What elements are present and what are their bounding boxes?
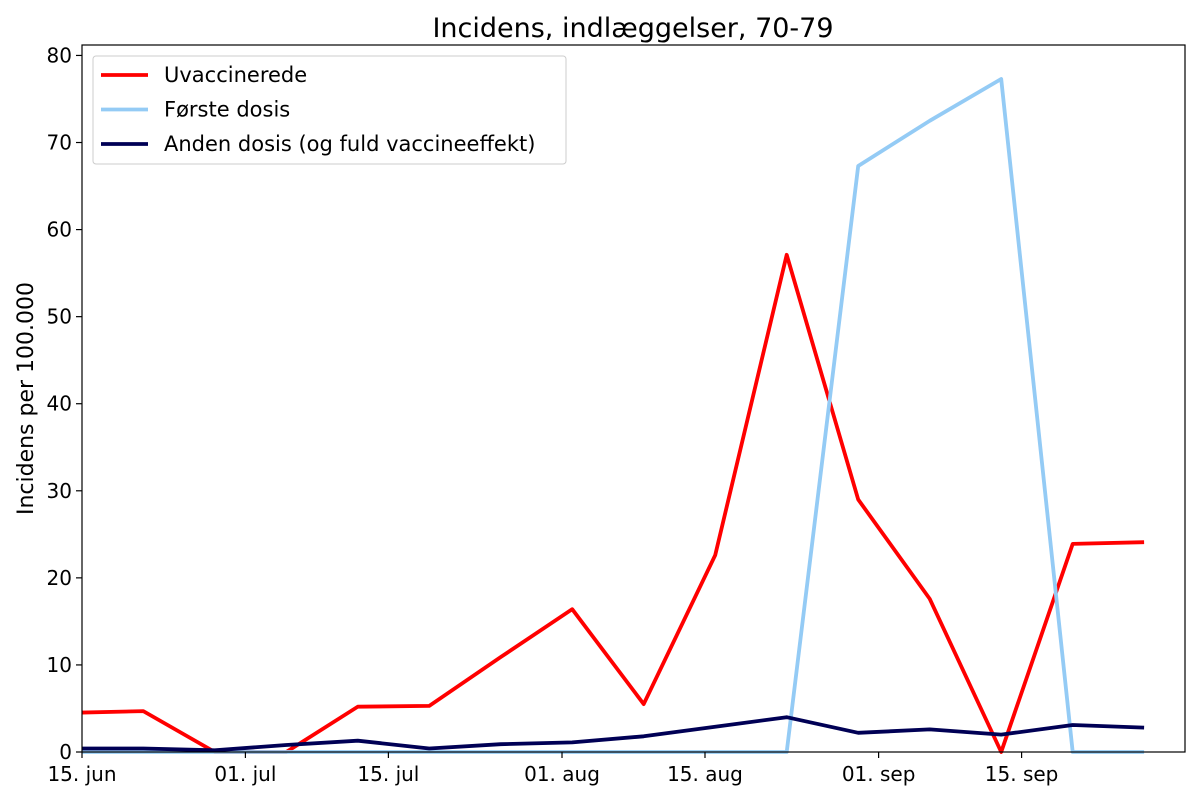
y-tick-label: 20 [47, 566, 72, 590]
series-line-2 [82, 77, 1145, 754]
legend-box [92, 55, 567, 165]
y-tick-label: 70 [47, 131, 72, 155]
x-tick-label: 01. sep [842, 762, 916, 786]
y-tick-label: 50 [47, 305, 72, 329]
x-tick-label: 15. sep [985, 762, 1059, 786]
series-line-1 [82, 252, 1145, 754]
x-tick-label: 01. jul [214, 762, 276, 786]
x-axis: 15. jun 01. jul 15. jul 01. aug 15. aug 01. s… [47, 752, 1058, 786]
y-tick-label: 30 [47, 479, 72, 503]
y-tick-label: 0 [59, 740, 72, 764]
y-tick-label: 40 [47, 392, 72, 416]
legend-label: Anden dosis (og fuld vaccineeffekt) [164, 132, 535, 156]
y-tick-label: 60 [47, 218, 72, 242]
y-tick-label: 80 [47, 43, 72, 67]
series-layer [82, 77, 1145, 754]
chart-title: Incidens, indlæggelser, 70-79 [432, 13, 833, 44]
y-axis-label: Incidens per 100.000 [14, 282, 39, 515]
y-axis: 0 10 20 30 40 50 60 70 80 [47, 43, 82, 764]
x-tick-label: 15. jul [357, 762, 419, 786]
plot-frame [81, 44, 1186, 753]
legend-label: Uvaccinerede [164, 63, 307, 87]
x-tick-label: 15. aug [667, 762, 743, 786]
x-tick-label: 01. aug [524, 762, 600, 786]
legend-label: Første dosis [164, 98, 290, 122]
series-line-3 [82, 715, 1145, 753]
x-tick-label: 15. jun [47, 762, 116, 786]
legend: Uvaccinerede Første dosis Anden dosis (og … [92, 55, 567, 165]
y-tick-label: 10 [47, 653, 72, 677]
